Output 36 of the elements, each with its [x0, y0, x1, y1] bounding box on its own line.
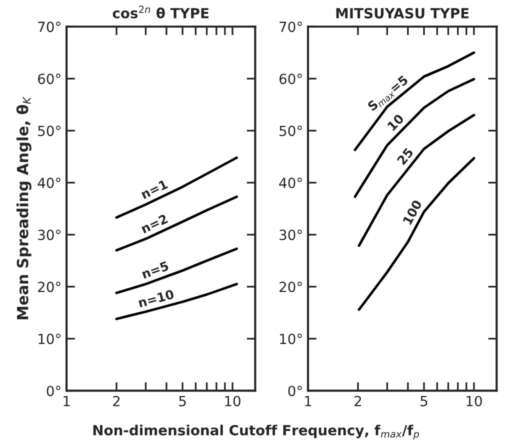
chart-title: cos$^{2n}$ θ TYPE: [112, 6, 208, 18]
y-tick-label: 20°: [280, 282, 302, 292]
x-tick-label: 1: [64, 396, 70, 406]
text: 10: [386, 113, 404, 131]
y-tick-label: 0°: [46, 386, 60, 396]
text: n=2: [140, 214, 168, 234]
y-tick-label: 70°: [38, 22, 60, 32]
y-tick-label: 60°: [38, 74, 60, 84]
text: n=5: [141, 261, 170, 279]
y-tick-label: 40°: [279, 178, 302, 188]
y-tick-label: 10°: [38, 334, 60, 344]
text: 100: [402, 199, 422, 225]
x-tick-label: 1: [305, 396, 312, 406]
text: n=1: [140, 179, 168, 199]
y-tick-label: 30°: [38, 230, 60, 240]
y-tick-label: 40°: [38, 178, 60, 188]
chart-title: MITSUYASU TYPE: [336, 8, 469, 19]
x-axis-title: Non-dimensional Cutoff Frequency, f$_{max}$/f$_{p}$: [93, 424, 420, 440]
y-tick-label: 10°: [280, 334, 302, 344]
x-tick-label: 2: [354, 396, 361, 406]
x-tick-label: 2: [113, 396, 120, 406]
y-tick-label: 0°: [288, 386, 302, 396]
y-tick-label: 30°: [280, 230, 302, 240]
x-tick-label: 5: [420, 396, 428, 406]
x-tick-label: 10: [225, 396, 240, 406]
y-tick-label: 50°: [38, 126, 60, 136]
text: S$_{max}$=5: [367, 74, 410, 113]
y-tick-label: 50°: [280, 126, 302, 136]
y-tick-label: 70°: [280, 22, 302, 32]
y-tick-label: 60°: [280, 74, 302, 84]
y-tick-label: 20°: [38, 282, 60, 292]
y-axis-title: Mean Spreading Angle, θ$_{K}$: [16, 96, 32, 320]
x-tick-label: 5: [179, 396, 186, 406]
x-tick-label: 10: [466, 396, 482, 406]
text: n=10: [138, 289, 174, 308]
text: 25: [396, 147, 414, 166]
